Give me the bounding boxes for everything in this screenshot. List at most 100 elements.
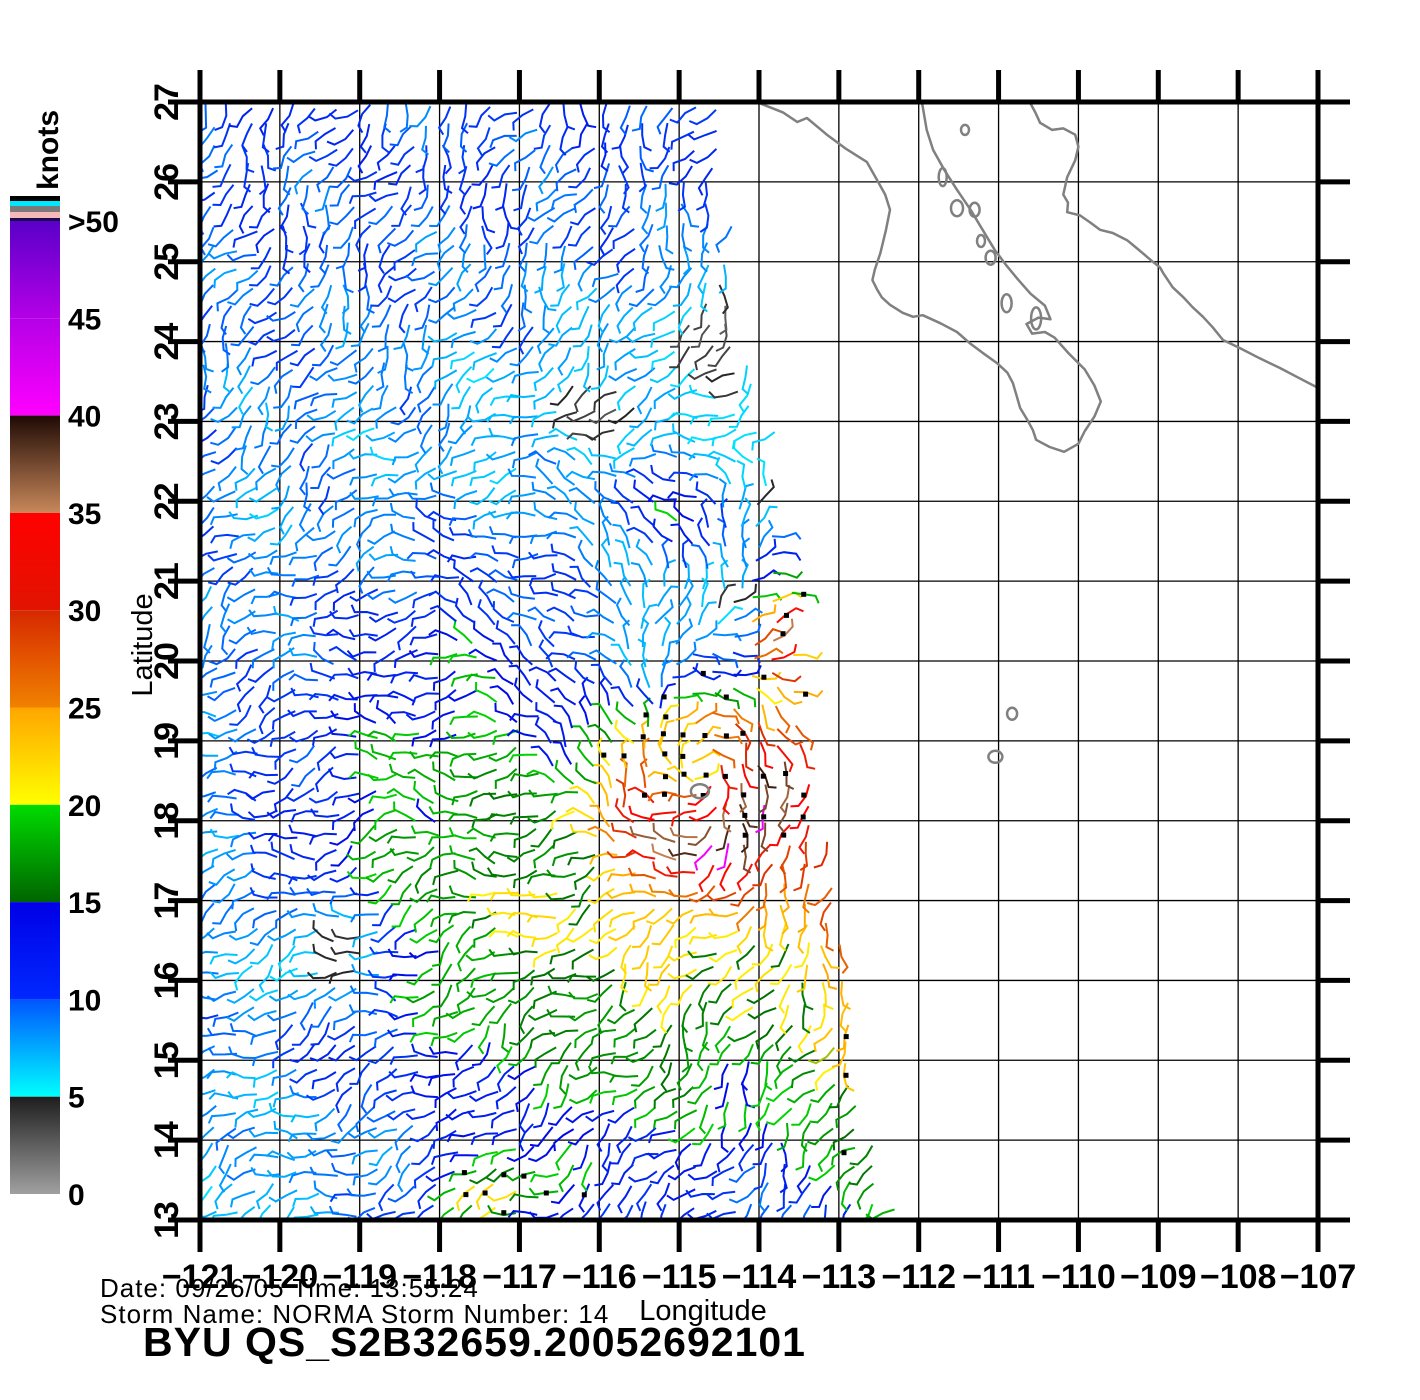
wind-barb [236,685,255,713]
wind-barb [494,768,518,789]
wind-barb [332,590,356,611]
wind-barb [221,343,230,373]
wind-barb [230,831,257,848]
wind-barb [640,603,658,629]
wind-barb [249,265,272,287]
wind-barb [228,107,253,128]
wind-barb [648,883,677,897]
wind-barb [328,693,358,702]
wind-barb [534,265,547,294]
wind-barb [371,848,395,868]
wind-barb [657,736,673,765]
wind-barb [326,129,355,146]
wind-barb [234,907,255,932]
wind-barb [230,803,255,821]
x-tick-label: −108 [1200,1258,1277,1296]
wind-barb [377,345,389,374]
wind-barb [456,1185,476,1211]
wind-barb [429,205,451,228]
wind-barb [651,843,677,861]
wind-barb [212,902,235,925]
wind-barb [616,427,635,455]
wind-barb [330,845,353,867]
wind-barb [333,1010,357,1031]
wind-barb [272,647,295,669]
wind-barb [661,616,672,647]
wind-barb [571,884,592,908]
wind-barb [711,1166,735,1187]
wind-barb [551,193,577,210]
wind-barb [822,1204,827,1220]
wind-barb [642,737,650,768]
wind-barb [370,925,397,943]
wind-barb [620,944,632,975]
wind-barb [509,645,533,666]
wind-barb [689,148,718,165]
wind-barb [207,686,236,702]
wind-barb [625,1048,655,1063]
wind-barb [390,882,412,906]
wind-barb [200,865,215,878]
wind-barb [289,886,319,896]
wind-barb [227,948,256,965]
wind-barb [673,499,695,523]
wind-barb [531,434,559,448]
wind-barb [331,507,355,528]
wind-barb [346,407,374,425]
wind-barb [501,204,520,231]
wind-barb [609,1142,632,1165]
wind-barb [200,227,215,256]
wind-barb [247,311,278,325]
y-tick-label: 14 [148,1121,186,1159]
wind-barb [549,687,577,706]
wind-barb [309,662,336,680]
wind-barb [709,1004,734,1026]
wind-barb [270,841,295,861]
wind-barb [207,553,238,562]
island-outline [1029,306,1043,331]
wind-barb [734,965,755,990]
colorbar-tick-label: 35 [68,498,101,531]
wind-barb [708,390,739,399]
wind-barb [705,372,735,383]
wind-barb [349,491,379,500]
wind-barb [577,539,594,568]
wind-barb [475,146,496,171]
wind-barb [571,123,588,150]
wind-barb [229,533,256,549]
wind-barb [471,1005,496,1027]
wind-barb [459,185,472,215]
wind-barb [754,647,784,660]
wind-barb [491,164,511,189]
wind-barb [419,424,433,454]
wind-barb [421,125,430,156]
wind-barb [506,1145,535,1163]
wind-barb [840,1181,851,1211]
wind-barb [546,869,577,878]
wind-barb [648,1129,676,1144]
wind-barb [352,1168,378,1186]
wind-barb [282,165,291,196]
wind-barb [547,985,576,999]
wind-barb [669,346,691,369]
wind-barb [453,559,475,583]
wind-barb [410,609,436,627]
wind-barb [796,964,809,993]
wind-barb [638,162,647,193]
wind-barb [611,1163,634,1186]
wind-barb [507,986,535,1005]
wind-barb [427,1073,456,1087]
wind-barb [617,1185,633,1214]
wind-barb [694,345,714,371]
wind-barb [335,322,349,350]
wind-barb [738,383,752,413]
wind-barb [600,538,612,568]
wind-barb [331,809,356,830]
wind-barb [348,771,379,780]
wind-barb [400,186,412,216]
wind-barb [807,1046,835,1065]
x-tick-label: −116 [562,1258,637,1296]
wind-barb [366,530,396,545]
wind-barb [455,366,473,394]
wind-barb [269,551,297,566]
